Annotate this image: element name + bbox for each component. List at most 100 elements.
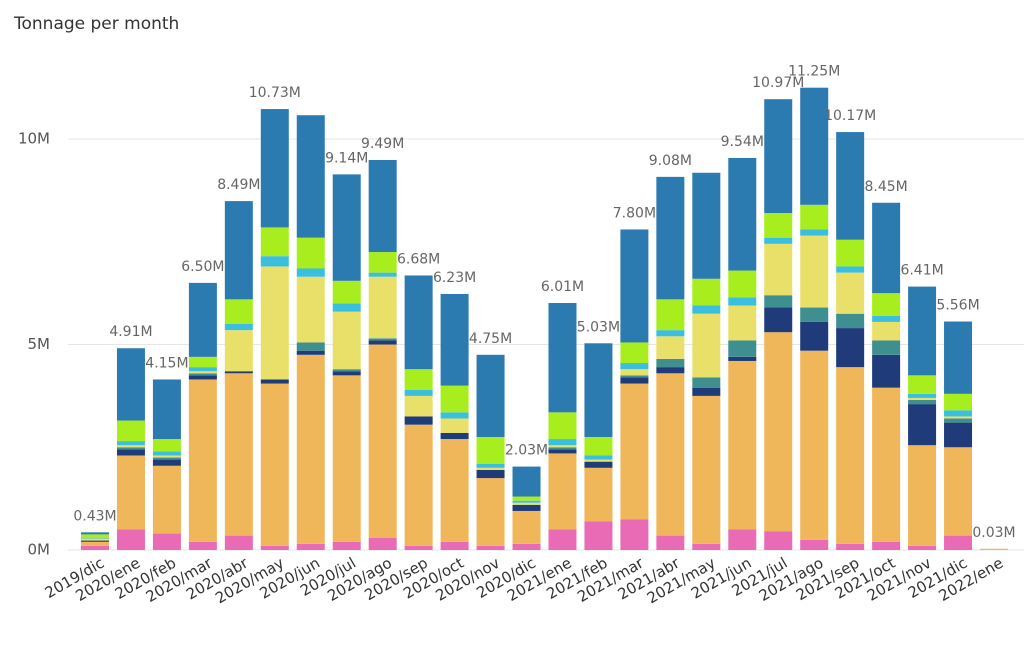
bar-segment: [152, 459, 181, 466]
bar-segment: [440, 541, 469, 550]
bar-segment: [188, 379, 217, 542]
bar-segment: [692, 172, 721, 279]
bar-segment: [548, 445, 577, 448]
bar-segment: [908, 393, 937, 398]
bar-segment: [116, 455, 145, 530]
bar-segment: [368, 340, 397, 345]
bar-segment: [764, 307, 793, 333]
bar-segment: [692, 543, 721, 550]
bar-segment: [476, 354, 505, 437]
bar-segment: [764, 295, 793, 308]
total-label: 6.23M: [433, 270, 476, 286]
bar-segment: [188, 375, 217, 380]
bar-segment: [368, 160, 397, 253]
bar-segment: [404, 369, 433, 390]
bar-segment: [332, 541, 361, 550]
bar-segment: [800, 204, 829, 230]
bar-segment: [368, 276, 397, 339]
bar-segment: [188, 373, 217, 376]
bar-segment: [260, 266, 289, 380]
bar-segment: [872, 541, 901, 550]
bar-segment: [512, 510, 541, 544]
bar-segment: [692, 395, 721, 544]
bar-segment: [836, 239, 865, 267]
bar-segment: [440, 293, 469, 386]
bar-segment: [81, 532, 109, 535]
bar-segment: [548, 529, 577, 550]
bar-segment: [836, 266, 865, 273]
bar-segment: [548, 303, 577, 413]
bar-segment: [764, 237, 793, 244]
bar-segment: [188, 356, 217, 368]
total-label: 9.54M: [721, 134, 764, 150]
bar-segment: [368, 344, 397, 538]
bar-segment: [620, 342, 649, 364]
bar-segment: [584, 461, 613, 468]
bar-segment: [656, 373, 685, 536]
bar-segment: [944, 321, 973, 394]
bar-segment: [800, 87, 829, 205]
bar-segment: [512, 466, 541, 497]
bar-segment: [980, 548, 1008, 550]
bar-segment: [188, 371, 217, 374]
bar-segment: [836, 272, 865, 314]
bar-segment: [296, 115, 325, 238]
total-label: 10.17M: [824, 108, 876, 124]
bar-segment: [800, 235, 829, 308]
bar-segment: [188, 282, 217, 357]
bar-segment: [296, 342, 325, 351]
bar-segment: [296, 237, 325, 269]
total-label: 5.56M: [936, 298, 979, 314]
total-label: 10.97M: [752, 75, 804, 91]
total-label: 8.45M: [864, 179, 907, 195]
total-label: 10.73M: [249, 85, 301, 101]
total-label: 0.03M: [972, 525, 1015, 541]
bar-segment: [152, 465, 181, 534]
bar-segment: [800, 229, 829, 236]
bar-segment: [116, 420, 145, 442]
bar-segment: [116, 529, 145, 550]
bar-segment: [692, 305, 721, 314]
bar-segment: [944, 535, 973, 550]
bar-segment: [476, 436, 505, 464]
bar-segment: [548, 453, 577, 530]
bar-segment: [152, 379, 181, 440]
bar-segment: [836, 543, 865, 550]
bar-segment: [692, 377, 721, 388]
bar-segment: [548, 449, 577, 454]
bar-segment: [836, 328, 865, 368]
total-label: 4.91M: [109, 324, 152, 340]
bar-segment: [944, 422, 973, 448]
bar-segment: [368, 272, 397, 277]
bar-segment: [116, 445, 145, 448]
bar-segment: [116, 441, 145, 446]
bar-segment: [800, 307, 829, 322]
bar-segment: [584, 436, 613, 456]
bar-segment: [872, 293, 901, 316]
bar-segment: [404, 424, 433, 546]
bar-segment: [81, 541, 109, 546]
total-label: 2.03M: [505, 443, 548, 459]
bar-segment: [728, 305, 757, 341]
bar-segment: [872, 202, 901, 294]
bar-segment: [620, 375, 649, 378]
bar-segment: [476, 545, 505, 550]
bar-segment: [620, 229, 649, 343]
bar-segment: [692, 313, 721, 378]
bar-segment: [296, 276, 325, 343]
bar-segment: [260, 227, 289, 257]
bar-segment: [620, 377, 649, 384]
bar-segment: [728, 270, 757, 298]
bar-segment: [764, 332, 793, 532]
bar-segment: [620, 519, 649, 550]
bar-segment: [224, 535, 253, 550]
bar-segment: [692, 387, 721, 396]
total-label: 4.15M: [145, 355, 188, 371]
bar-segment: [116, 447, 145, 450]
bar-segment: [728, 157, 757, 271]
bar-segment: [332, 375, 361, 542]
bar-segment: [512, 543, 541, 550]
bar-segment: [260, 256, 289, 267]
bar-segment: [440, 418, 469, 433]
bar-segment: [872, 340, 901, 355]
